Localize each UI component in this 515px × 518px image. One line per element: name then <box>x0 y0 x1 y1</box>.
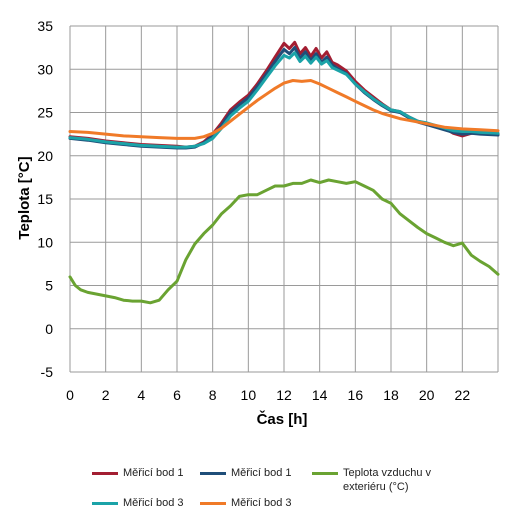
y-tick-label: 15 <box>37 191 53 207</box>
legend-swatch <box>200 472 226 475</box>
x-tick-label: 16 <box>348 387 364 403</box>
y-axis-label: Teplota [°C] <box>16 156 33 239</box>
y-tick-label: 30 <box>37 61 53 77</box>
legend-item-bod3-teal: Měřicí bod 3 <box>92 496 184 510</box>
x-tick-label: 10 <box>241 387 257 403</box>
y-tick-label: 0 <box>45 321 53 337</box>
x-tick-label: 8 <box>209 387 217 403</box>
x-tick-label: 22 <box>455 387 471 403</box>
x-tick-label: 2 <box>102 387 110 403</box>
series-lines <box>68 40 500 305</box>
x-axis-label: Čas [h] <box>257 410 308 428</box>
legend-item-bod3-orange: Měřicí bod 3 <box>200 496 292 510</box>
x-axis-ticks: 0 2 4 6 8 10 12 14 16 18 20 22 <box>66 387 470 403</box>
legend: Měřicí bod 1 Měřicí bod 1 Teplota vzduch… <box>92 466 512 514</box>
y-tick-label: 25 <box>37 105 53 121</box>
series-line-4 <box>68 79 500 140</box>
legend-item-exterior: Teplota vzduchu v exteriéru (°C) <box>312 466 452 494</box>
y-tick-label: 5 <box>45 278 53 294</box>
y-tick-label: -5 <box>41 364 54 380</box>
y-axis-ticks: -5 0 5 10 15 20 25 30 35 <box>37 18 53 380</box>
gridlines <box>69 25 499 373</box>
x-tick-label: 6 <box>173 387 181 403</box>
y-tick-label: 20 <box>37 148 53 164</box>
series-line-2 <box>68 178 500 305</box>
legend-label: Měřicí bod 1 <box>231 467 292 479</box>
x-tick-label: 0 <box>66 387 74 403</box>
y-tick-label: 35 <box>37 18 53 34</box>
x-tick-label: 14 <box>312 387 328 403</box>
x-tick-label: 18 <box>383 387 399 403</box>
y-tick-label: 10 <box>37 234 53 250</box>
legend-label: Měřicí bod 3 <box>123 497 184 509</box>
legend-swatch <box>92 472 118 475</box>
x-tick-label: 4 <box>137 387 145 403</box>
legend-label: Měřicí bod 3 <box>231 497 292 509</box>
x-tick-label: 12 <box>276 387 292 403</box>
legend-swatch <box>92 502 118 505</box>
legend-label: Měřicí bod 1 <box>123 467 184 479</box>
legend-item-bod1-blue: Měřicí bod 1 <box>200 466 292 480</box>
legend-item-bod1-red: Měřicí bod 1 <box>92 466 184 480</box>
legend-swatch <box>312 472 338 475</box>
legend-label: Teplota vzduchu v exteriéru (°C) <box>343 467 432 493</box>
legend-swatch <box>200 502 226 505</box>
x-tick-label: 20 <box>419 387 435 403</box>
